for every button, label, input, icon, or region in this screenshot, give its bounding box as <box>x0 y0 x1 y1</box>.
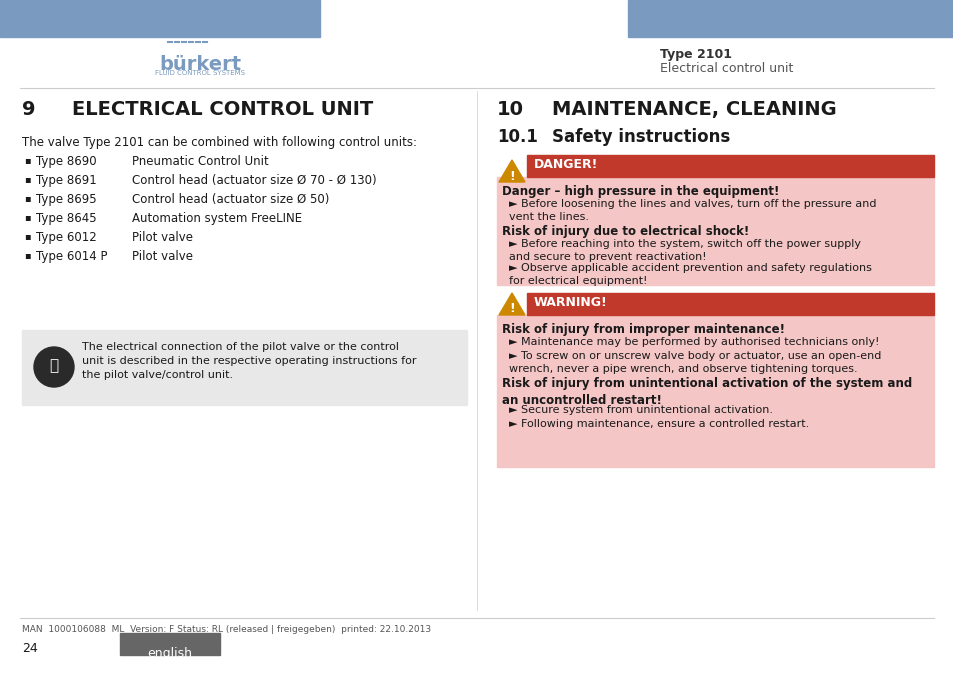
Text: Risk of injury due to electrical shock!: Risk of injury due to electrical shock! <box>501 225 748 238</box>
Text: ► Maintenance may be performed by authorised technicians only!: ► Maintenance may be performed by author… <box>509 337 879 347</box>
Text: 24: 24 <box>22 642 38 655</box>
Polygon shape <box>498 160 524 182</box>
Text: FLUID CONTROL SYSTEMS: FLUID CONTROL SYSTEMS <box>154 70 245 76</box>
Text: ► Observe applicable accident prevention and safety regulations
for electrical e: ► Observe applicable accident prevention… <box>509 263 871 286</box>
Text: Automation system FreeLINE: Automation system FreeLINE <box>132 212 302 225</box>
Text: Control head (actuator size Ø 70 - Ø 130): Control head (actuator size Ø 70 - Ø 130… <box>132 174 376 187</box>
Text: !: ! <box>509 302 515 316</box>
Text: ELECTRICAL CONTROL UNIT: ELECTRICAL CONTROL UNIT <box>71 100 373 119</box>
Text: Type 2101: Type 2101 <box>659 48 731 61</box>
Text: ► Secure system from unintentional activation.: ► Secure system from unintentional activ… <box>509 405 772 415</box>
Text: Risk of injury from unintentional activation of the system and
an uncontrolled r: Risk of injury from unintentional activa… <box>501 377 911 407</box>
Text: 10.1: 10.1 <box>497 128 537 146</box>
Text: ► To screw on or unscrew valve body or actuator, use an open-end
wrench, never a: ► To screw on or unscrew valve body or a… <box>509 351 881 374</box>
Text: Type 8690: Type 8690 <box>36 155 96 168</box>
Text: Risk of injury from improper maintenance!: Risk of injury from improper maintenance… <box>501 323 784 336</box>
Text: The electrical connection of the pilot valve or the control
unit is described in: The electrical connection of the pilot v… <box>82 342 416 380</box>
Text: english: english <box>148 647 193 660</box>
Text: ▪: ▪ <box>24 231 30 241</box>
Text: ▪: ▪ <box>24 193 30 203</box>
Text: Type 8645: Type 8645 <box>36 212 96 225</box>
Text: !: ! <box>509 170 515 182</box>
Text: WARNING!: WARNING! <box>534 296 607 309</box>
Text: 9: 9 <box>22 100 35 119</box>
Bar <box>526 155 933 177</box>
Text: Control head (actuator size Ø 50): Control head (actuator size Ø 50) <box>132 193 329 206</box>
Text: Type 6012: Type 6012 <box>36 231 96 244</box>
Text: Type 8691: Type 8691 <box>36 174 96 187</box>
Text: Pilot valve: Pilot valve <box>132 231 193 244</box>
Text: DANGER!: DANGER! <box>534 158 598 171</box>
Circle shape <box>34 347 74 387</box>
Bar <box>22 330 467 405</box>
Text: MAINTENANCE, CLEANING: MAINTENANCE, CLEANING <box>552 100 836 119</box>
Text: ► Following maintenance, ensure a controlled restart.: ► Following maintenance, ensure a contro… <box>509 419 808 429</box>
Bar <box>0 0 319 37</box>
Bar <box>627 0 953 37</box>
Text: The valve Type 2101 can be combined with following control units:: The valve Type 2101 can be combined with… <box>22 136 416 149</box>
Text: Pilot valve: Pilot valve <box>132 250 193 263</box>
Text: Type 6014 P: Type 6014 P <box>36 250 108 263</box>
Bar <box>526 293 933 315</box>
Text: ▪: ▪ <box>24 212 30 222</box>
Polygon shape <box>498 293 524 315</box>
Text: ▪: ▪ <box>24 250 30 260</box>
Text: 10: 10 <box>497 100 523 119</box>
Text: ► Before loosening the lines and valves, turn off the pressure and
vent the line: ► Before loosening the lines and valves,… <box>509 199 876 222</box>
Text: MAN  1000106088  ML  Version: F Status: RL (released | freigegeben)  printed: 22: MAN 1000106088 ML Version: F Status: RL … <box>22 625 431 634</box>
Text: ▪: ▪ <box>24 155 30 165</box>
Text: ► Before reaching into the system, switch off the power supply
and secure to pre: ► Before reaching into the system, switc… <box>509 239 861 262</box>
Text: Pneumatic Control Unit: Pneumatic Control Unit <box>132 155 269 168</box>
Text: bürkert: bürkert <box>159 55 241 74</box>
Text: ▪: ▪ <box>24 174 30 184</box>
Bar <box>497 177 933 285</box>
Text: Type 8695: Type 8695 <box>36 193 96 206</box>
Text: Electrical control unit: Electrical control unit <box>659 62 793 75</box>
Bar <box>120 633 220 655</box>
Text: Safety instructions: Safety instructions <box>552 128 729 146</box>
Bar <box>497 315 933 467</box>
Text: 📖: 📖 <box>50 359 58 374</box>
Text: Danger – high pressure in the equipment!: Danger – high pressure in the equipment! <box>501 185 779 198</box>
